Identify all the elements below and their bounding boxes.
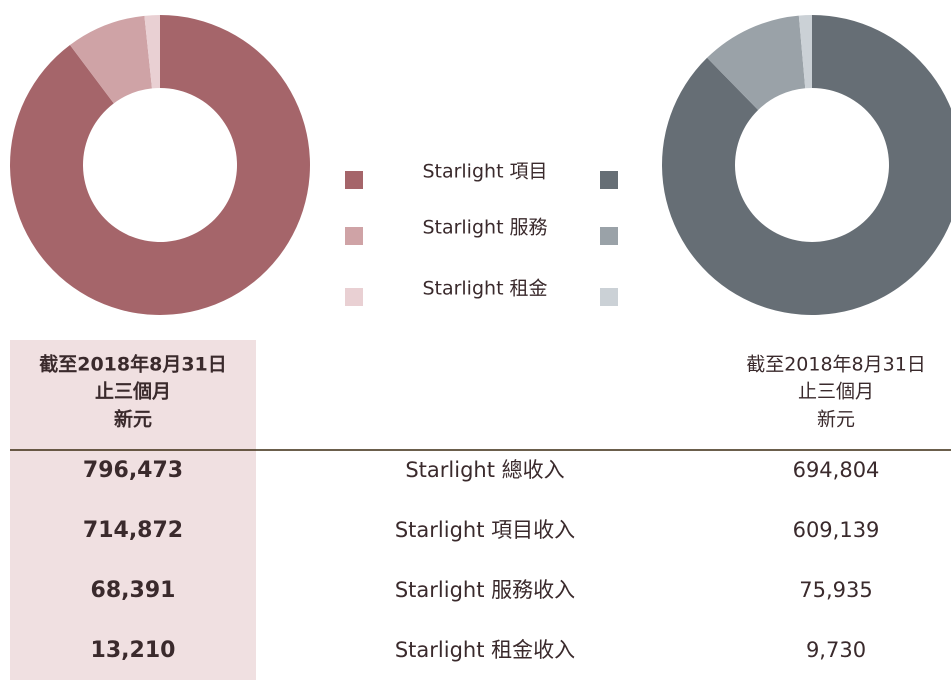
cell-value: 9,730 <box>806 638 866 662</box>
legend-swatch <box>345 288 363 306</box>
legend-swatch <box>345 171 363 189</box>
legend-label: Starlight 項目 <box>422 161 547 183</box>
cell-value: 609,139 <box>793 518 880 542</box>
column-header: 止三個月 <box>95 381 171 403</box>
column-header: 截至2018年8月31日 <box>39 353 227 376</box>
legend-label: Starlight 租金 <box>422 278 547 300</box>
cell-value: 796,473 <box>83 458 183 483</box>
column-header: 新元 <box>817 409 855 431</box>
donut-slice <box>9 15 310 315</box>
row-label: Starlight 租金收入 <box>395 638 575 662</box>
column-header: 截至2018年8月31日 <box>746 354 926 376</box>
donut-slice <box>144 15 160 89</box>
cell-value: 714,872 <box>83 518 183 543</box>
row-label: Starlight 總收入 <box>405 458 564 482</box>
row-label: Starlight 項目收入 <box>395 518 575 542</box>
cell-value: 13,210 <box>91 638 176 663</box>
column-header: 止三個月 <box>798 381 874 403</box>
row-label: Starlight 服務收入 <box>395 578 575 602</box>
legend-swatch <box>345 227 363 245</box>
legend-swatch <box>600 288 618 306</box>
legend-label: Starlight 服務 <box>422 217 547 239</box>
donut-slice <box>707 15 806 110</box>
content: Starlight 項目 Starlight 服務 Starlight 租金截至20… <box>9 15 951 663</box>
donut-slice <box>69 15 152 104</box>
legend-swatch <box>600 171 618 189</box>
cell-value: 68,391 <box>91 578 176 603</box>
highlight-column <box>10 340 256 680</box>
donut-slice <box>798 15 812 89</box>
cell-value: 75,935 <box>799 578 872 602</box>
donut-slice <box>662 15 951 315</box>
legend-swatch <box>600 227 618 245</box>
column-header: 新元 <box>114 408 152 431</box>
cell-value: 694,804 <box>793 458 880 482</box>
